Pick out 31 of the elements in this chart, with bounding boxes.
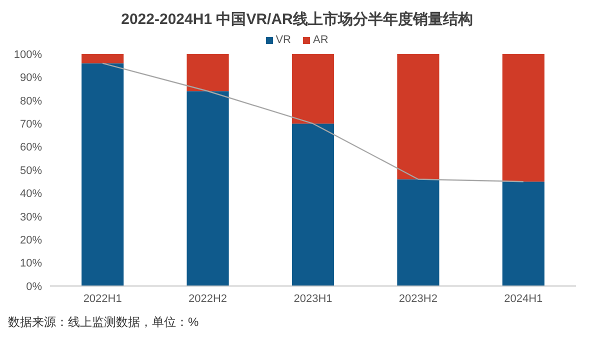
bar [186,91,229,286]
bar [186,54,229,92]
y-tick-label: 40% [20,188,42,200]
legend-label: VR [274,33,291,48]
bar [397,179,440,286]
bar [292,124,334,286]
legend-label: AR [312,33,328,48]
y-tick-label: 0% [26,280,42,293]
x-tick-label: 2022H1 [83,292,122,305]
bar [82,63,124,286]
bar [82,54,124,64]
y-tick-label: 60% [20,142,42,154]
bar [292,54,334,124]
line-series [102,62,524,182]
y-tick-label: 90% [20,72,42,84]
x-tick-label: 2023H1 [294,292,332,305]
y-tick-label: 30% [20,211,42,224]
bar [502,182,544,286]
chart-title: 2022-2024H1 中国VR/AR线上市场分半年度销量结构 [120,10,474,30]
y-tick-label: 50% [20,164,42,177]
x-tick-label: 2024H1 [504,292,543,305]
source-note: 数据来源：线上监测数据，单位：% [8,314,200,331]
bar [397,54,440,180]
y-tick-label: 100% [14,48,42,61]
x-tick-label: 2022H2 [188,292,228,305]
y-tick-label: 10% [20,258,42,270]
x-tick-label: 2023H2 [398,292,438,305]
y-tick-label: 80% [20,95,42,108]
y-tick-label: 20% [20,234,42,247]
y-tick-label: 70% [20,118,42,131]
bar [502,54,544,182]
